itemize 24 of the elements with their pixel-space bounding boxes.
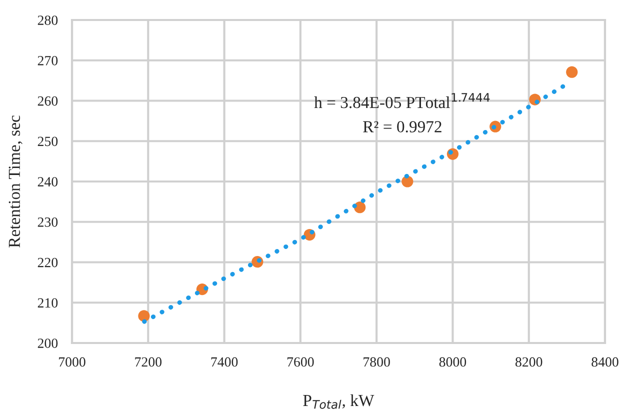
x-tick-label: 8200: [516, 357, 542, 367]
y-tick-label: 200: [38, 338, 58, 348]
point: [402, 176, 414, 188]
y-tick-label: 250: [38, 136, 58, 146]
x-tick-label: 7000: [59, 357, 86, 367]
y-tick-label: 270: [38, 56, 58, 66]
y-tick-label: 260: [38, 96, 58, 106]
y-tick-label: 210: [38, 298, 58, 308]
x-tick-label: 7200: [135, 357, 162, 367]
y-tick-label: 240: [38, 177, 58, 186]
x-tick-label: 7600: [287, 357, 314, 367]
point: [566, 66, 578, 78]
annotation: h = 3.84E-05 PTotal$^{1.7444}$: [314, 93, 490, 108]
y-tick-label: 230: [38, 217, 58, 227]
x-tick-label: 7400: [211, 357, 238, 367]
y-tick-label: 220: [38, 258, 58, 268]
x-tick-label: 7800: [364, 357, 390, 367]
y-tick-label: 280: [38, 16, 58, 25]
y-axis-title: Retention Time, sec: [8, 116, 22, 248]
x-tick-label: 8400: [592, 357, 618, 367]
point: [138, 310, 150, 322]
annotation: R² = 0.9972: [363, 121, 442, 132]
x-tick-label: 8000: [439, 357, 466, 367]
x-axis-title: P$_{Total}$, kW: [303, 394, 374, 409]
